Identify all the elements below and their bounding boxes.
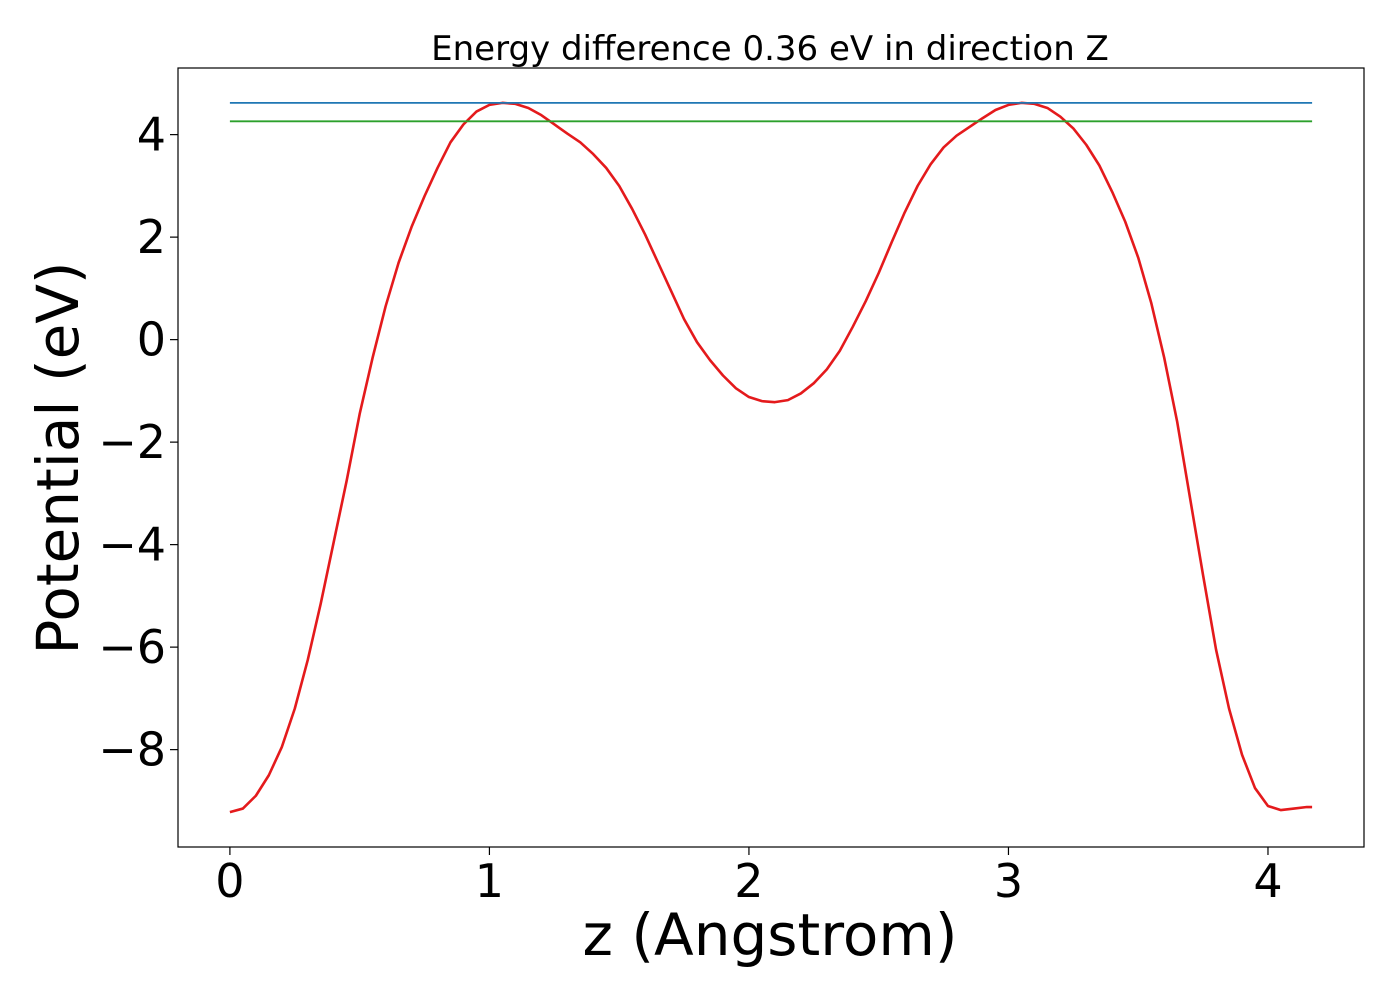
- x-tick-label: 1: [475, 854, 504, 908]
- x-tick-label: 2: [734, 854, 763, 908]
- y-tick-label: −6: [98, 620, 166, 674]
- chart-title: Energy difference 0.36 eV in direction Z: [431, 29, 1109, 69]
- y-tick-label: −4: [98, 518, 166, 572]
- potential-curve: [229, 101, 1313, 814]
- y-axis-label: Potential (eV): [24, 261, 92, 654]
- x-axis-label: z (Angstrom): [583, 901, 958, 969]
- y-tick-label: 4: [137, 108, 166, 162]
- plot-frame: [177, 67, 1365, 848]
- axis-ticks: 0 1 2 3 4 4 2 0 −2 −4 −6 −8: [98, 108, 1282, 908]
- y-tick-label: −8: [98, 723, 166, 777]
- y-tick-label: 0: [137, 313, 166, 367]
- x-tick-label: 3: [994, 854, 1023, 908]
- x-tick-label: 4: [1253, 854, 1282, 908]
- plot-area: [229, 101, 1313, 814]
- y-tick-label: −2: [98, 415, 166, 469]
- x-tick-label: 0: [215, 854, 244, 908]
- y-tick-label: 2: [137, 210, 166, 264]
